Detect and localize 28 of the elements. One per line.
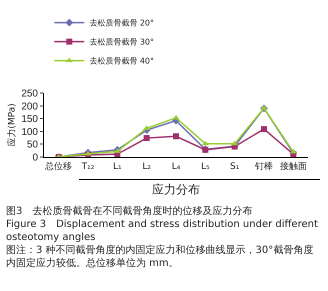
x-tick-label: L₄ [172, 162, 181, 172]
point [173, 133, 179, 140]
y-tick-label: 50 [26, 140, 38, 151]
legend-label: 去松质骨截骨 40° [89, 56, 154, 66]
y-axis-title: 应力(MPa) [6, 103, 18, 147]
legend-label: 去松质骨截骨 20° [89, 18, 154, 28]
point [172, 114, 180, 120]
point [260, 105, 268, 110]
x-tick-label: T₁₂ [80, 162, 95, 172]
point [261, 126, 267, 132]
legend-label: 去松质骨截骨 30° [89, 38, 154, 47]
x-tick-label: L₅ [201, 162, 210, 172]
x-tick-label: 钉棒 [254, 160, 273, 172]
x-tick-label: 总位移 [44, 160, 72, 172]
y-tick-label: 0 [32, 152, 38, 164]
y-tick-label: 150 [21, 114, 38, 126]
x-tick-label: L₁ [113, 162, 122, 172]
x-tick-label: L₂ [142, 162, 152, 172]
y-tick-label: 250 [21, 88, 38, 100]
x-tick-label: 接触面 [280, 160, 307, 172]
caption: Figure 3 Displacement and stress distribution under different osteotomy angles [6, 218, 319, 244]
caption: 图3 去松质骨截骨在不同截骨角度时的位移及应力分布 [6, 205, 254, 218]
y-tick-label: 200 [21, 101, 38, 112]
y-tick-label: 100 [21, 126, 38, 138]
x-axis-title: 应力分布 [152, 182, 200, 197]
point [144, 135, 150, 142]
text: 图注：3 种不同截骨角度的内固定应力和位移曲线显示，30°截骨角度内固定应力较低。总位移单位为 mm。 [6, 244, 314, 270]
x-tick-label: S₁ [230, 162, 240, 172]
